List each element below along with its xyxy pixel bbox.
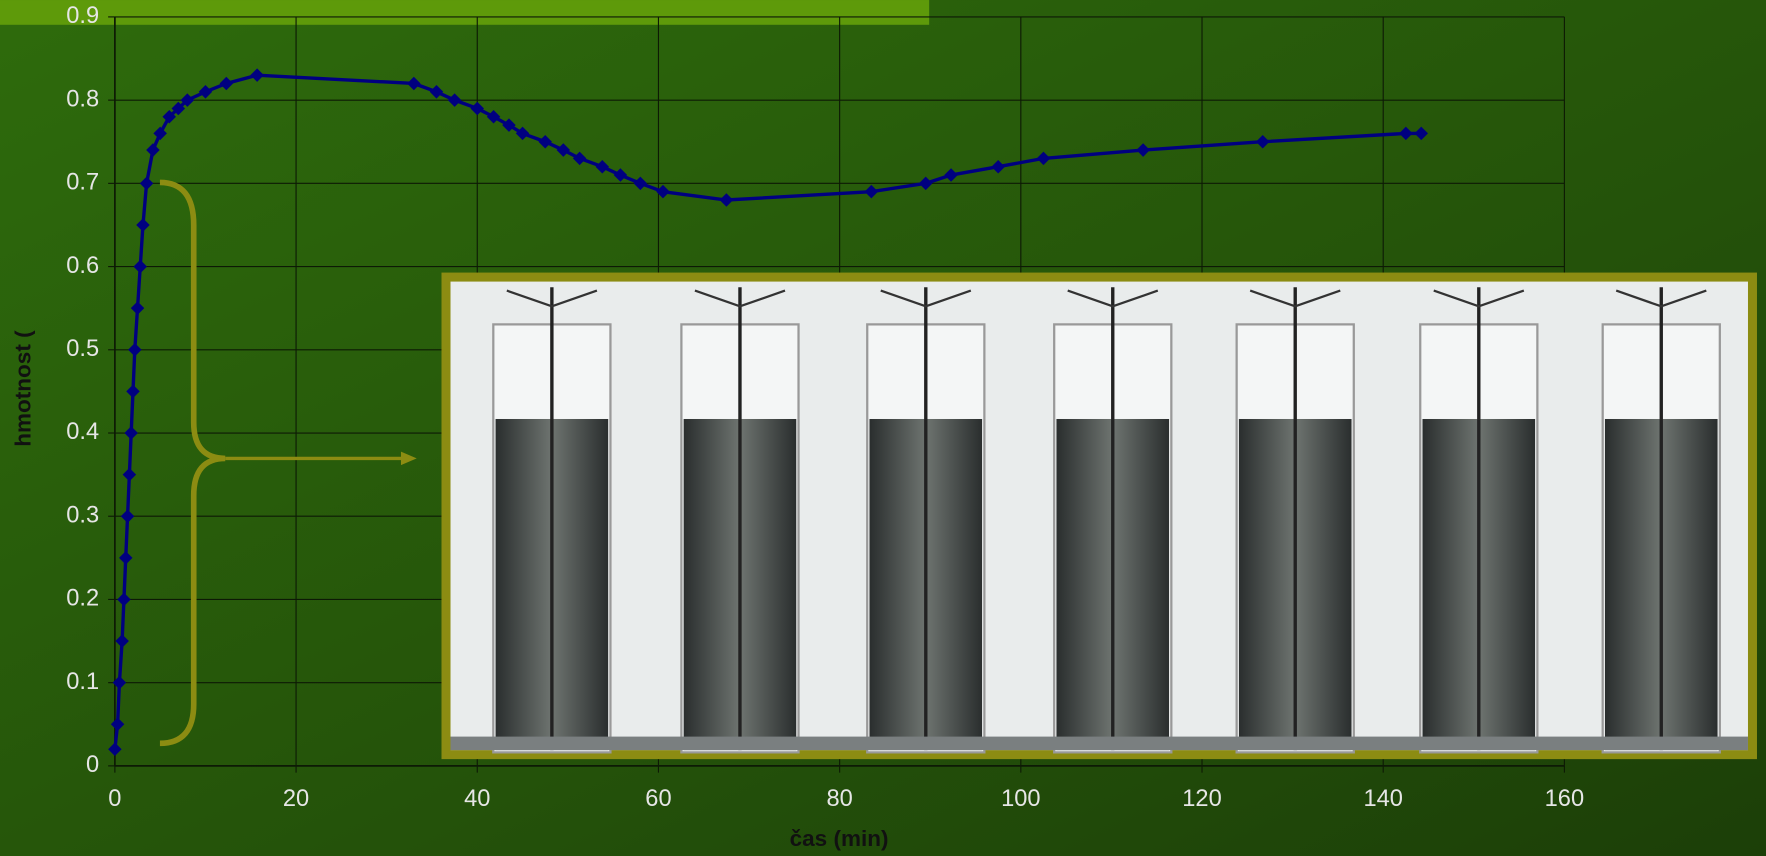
x-tick-label: 20 [283, 786, 309, 812]
y-tick-label: 0.2 [66, 586, 99, 612]
x-tick-label: 100 [1001, 786, 1040, 812]
x-tick-label: 60 [645, 786, 671, 812]
x-tick-label: 40 [464, 786, 490, 812]
y-tick-label: 0.3 [66, 502, 99, 528]
page: {"chart_data": {"type": "line", "x_label… [0, 0, 1766, 856]
x-axis-title: čas (min) [790, 826, 889, 851]
y-tick-label: 0.7 [66, 170, 99, 196]
y-tick-label: 0.8 [66, 86, 99, 112]
chart: 0 0.1 0.2 0.3 0.4 0.5 0.6 0.7 0.8 0.9 0 20 40 60 80 100… [0, 0, 1766, 856]
y-tick-label: 0.5 [66, 336, 99, 362]
y-tick-label: 0.9 [66, 3, 99, 29]
x-tick-label: 80 [826, 786, 852, 812]
header-bar [0, 0, 929, 25]
x-tick-label: 160 [1545, 786, 1584, 812]
photo-base [451, 737, 1748, 751]
y-tick-label: 0 [86, 752, 99, 778]
y-tick-label: 0.1 [66, 669, 99, 695]
y-tick-label: 0.6 [66, 253, 99, 279]
x-tick-label: 120 [1182, 786, 1221, 812]
x-tick-label: 0 [108, 786, 121, 812]
x-tick-label: 140 [1363, 786, 1402, 812]
photo-inset [446, 277, 1752, 755]
y-axis-title: hmotnost ( [11, 330, 36, 447]
y-tick-label: 0.4 [66, 419, 99, 445]
